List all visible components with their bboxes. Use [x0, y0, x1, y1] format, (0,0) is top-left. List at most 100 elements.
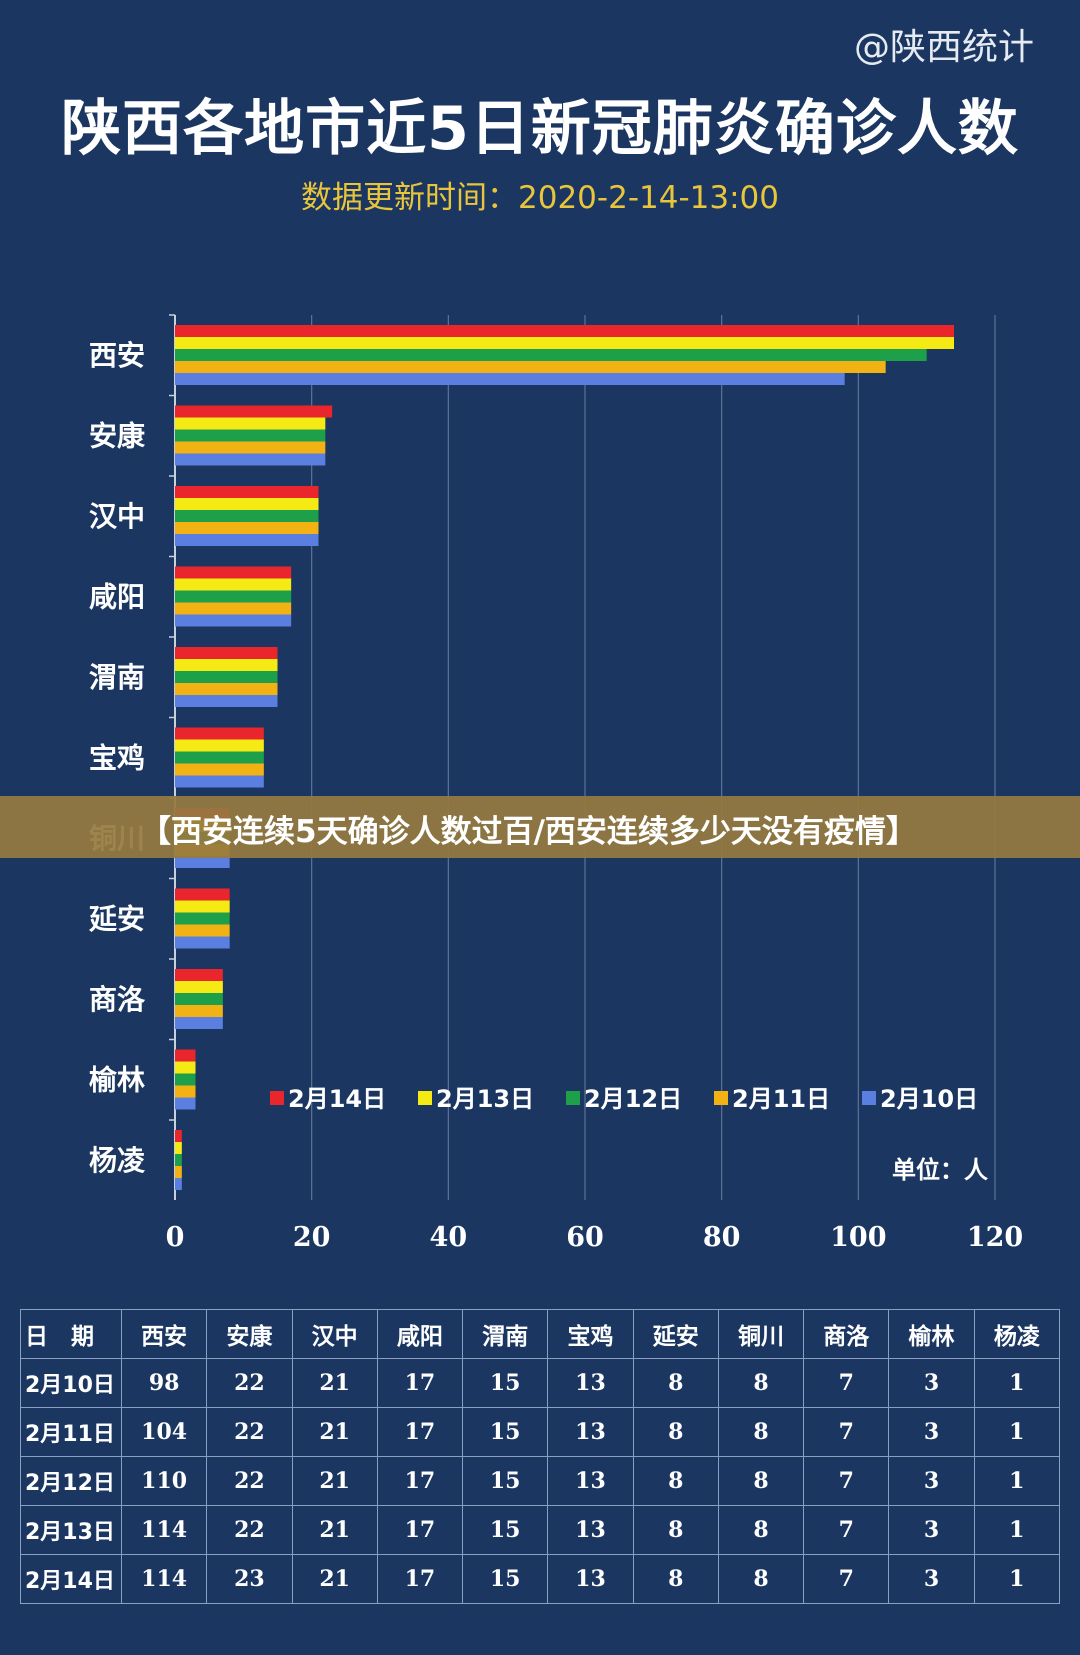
table-cell: 22 [206, 1407, 293, 1457]
table-cell: 17 [376, 1407, 464, 1457]
legend-label: 2月10日 [880, 1085, 978, 1113]
bar [175, 1178, 182, 1190]
table-cell: 15 [462, 1505, 549, 1555]
category-label: 渭南 [89, 661, 145, 694]
table-cell: 15 [462, 1554, 549, 1604]
bar [175, 727, 264, 740]
legend-label: 2月12日 [584, 1085, 682, 1113]
bar [175, 1085, 196, 1098]
table-cell: 17 [376, 1505, 464, 1555]
bar [175, 405, 333, 418]
category-label: 汉中 [89, 500, 145, 533]
x-tick-label: 40 [430, 1222, 468, 1250]
bar [175, 361, 886, 373]
table-cell: 22 [206, 1358, 293, 1408]
bar [175, 751, 264, 764]
legend-swatch [566, 1091, 580, 1105]
table-cell: 13 [547, 1456, 634, 1506]
table-cell: 1 [973, 1407, 1061, 1457]
table-date-cell: 2月13日 [20, 1505, 122, 1555]
table-header-cell: 安康 [206, 1309, 293, 1359]
bar [175, 924, 230, 937]
x-tick-label: 60 [566, 1222, 604, 1250]
bar [175, 912, 230, 925]
category-label: 安康 [89, 420, 146, 453]
table-header-cell: 商洛 [803, 1309, 890, 1359]
table-cell: 8 [632, 1554, 719, 1604]
bar [175, 522, 319, 534]
legend-swatch [862, 1091, 876, 1105]
table-row: 2月12日 110 22 21 17 15 13 8 8 7 3 1 [20, 1456, 1061, 1506]
table-cell: 21 [291, 1505, 378, 1555]
legend-label: 2月11日 [732, 1085, 830, 1113]
bar [175, 671, 278, 683]
bar [175, 659, 278, 671]
table-cell: 7 [803, 1407, 890, 1457]
table-header-row: 日 期西安 安康 汉中 咸阳 渭南 宝鸡 延安 铜川 商洛 榆林 杨凌 [20, 1309, 1061, 1359]
table-cell: 110 [120, 1456, 208, 1506]
table-date-cell: 2月12日 [20, 1456, 122, 1506]
bar [175, 590, 292, 603]
table-date-cell: 2月11日 [20, 1407, 122, 1457]
table-cell: 21 [291, 1456, 378, 1506]
bar [175, 936, 230, 949]
table-cell: 7 [803, 1456, 890, 1506]
table-cell: 1 [973, 1456, 1061, 1506]
table-cell: 98 [120, 1358, 208, 1408]
bar [175, 900, 230, 913]
x-tick-label: 20 [293, 1222, 331, 1250]
bar [175, 614, 292, 627]
table-row: 2月13日 114 22 21 17 15 13 8 8 7 3 1 [20, 1505, 1061, 1555]
table-cell: 13 [547, 1407, 634, 1457]
bar [175, 349, 927, 361]
bar [175, 566, 292, 579]
bar [175, 993, 223, 1005]
table-cell: 8 [632, 1456, 719, 1506]
table-cell: 1 [973, 1358, 1061, 1408]
data-table: 日 期西安 安康 汉中 咸阳 渭南 宝鸡 延安 铜川 商洛 榆林 杨凌 2月10日 98 22 21 17 1… [20, 1309, 1061, 1604]
bar [175, 1049, 196, 1062]
table-cell: 17 [376, 1456, 464, 1506]
unit-label: 单位：人 [892, 1156, 988, 1184]
table-cell: 1 [973, 1505, 1061, 1555]
bar [175, 1061, 196, 1074]
table-cell: 21 [291, 1554, 378, 1604]
table-cell: 13 [547, 1554, 634, 1604]
x-tick-label: 80 [703, 1222, 741, 1250]
table-header-cell: 杨凌 [973, 1309, 1061, 1359]
table-cell: 15 [462, 1456, 549, 1506]
legend-label: 2月14日 [288, 1085, 386, 1113]
bar [175, 775, 264, 788]
table-header-cell: 榆林 [888, 1309, 975, 1359]
bar [175, 1154, 182, 1166]
table-row: 2月14日 114 23 21 17 15 13 8 8 7 3 1 [20, 1554, 1061, 1604]
table-cell: 13 [547, 1505, 634, 1555]
table-header-cell: 铜川 [717, 1309, 805, 1359]
table-header-cell: 咸阳 [376, 1309, 464, 1359]
chart-title: 陕西各地市近5日新冠肺炎确诊人数 [61, 94, 1019, 164]
banner-text: 【西安连续5天确诊人数过百/西安连续多少天没有疫情】 [140, 814, 917, 850]
category-label: 杨凌 [89, 1144, 146, 1177]
table-cell: 8 [632, 1358, 719, 1408]
bar [175, 1017, 223, 1029]
table-date-cell: 2月10日 [20, 1358, 122, 1408]
table-cell: 22 [206, 1456, 293, 1506]
table-cell: 3 [888, 1505, 975, 1555]
article-banner[interactable]: 【西安连续5天确诊人数过百/西安连续多少天没有疫情】 [0, 796, 1080, 858]
bar [175, 1142, 182, 1154]
bar [175, 325, 954, 337]
update-time-subtitle: 数据更新时间：2020-2-14-13:00 [301, 180, 779, 216]
bar [175, 1005, 223, 1017]
bar [175, 683, 278, 695]
bar [175, 647, 278, 659]
table-cell: 104 [120, 1407, 208, 1457]
bar [175, 602, 292, 615]
bar [175, 856, 230, 868]
category-label: 商洛 [89, 983, 146, 1016]
chart-bars [175, 325, 954, 1190]
bar [175, 510, 319, 522]
table-header-cell: 宝鸡 [547, 1309, 634, 1359]
category-label: 延安 [88, 903, 145, 936]
table-cell: 3 [888, 1407, 975, 1457]
bar [175, 373, 845, 385]
